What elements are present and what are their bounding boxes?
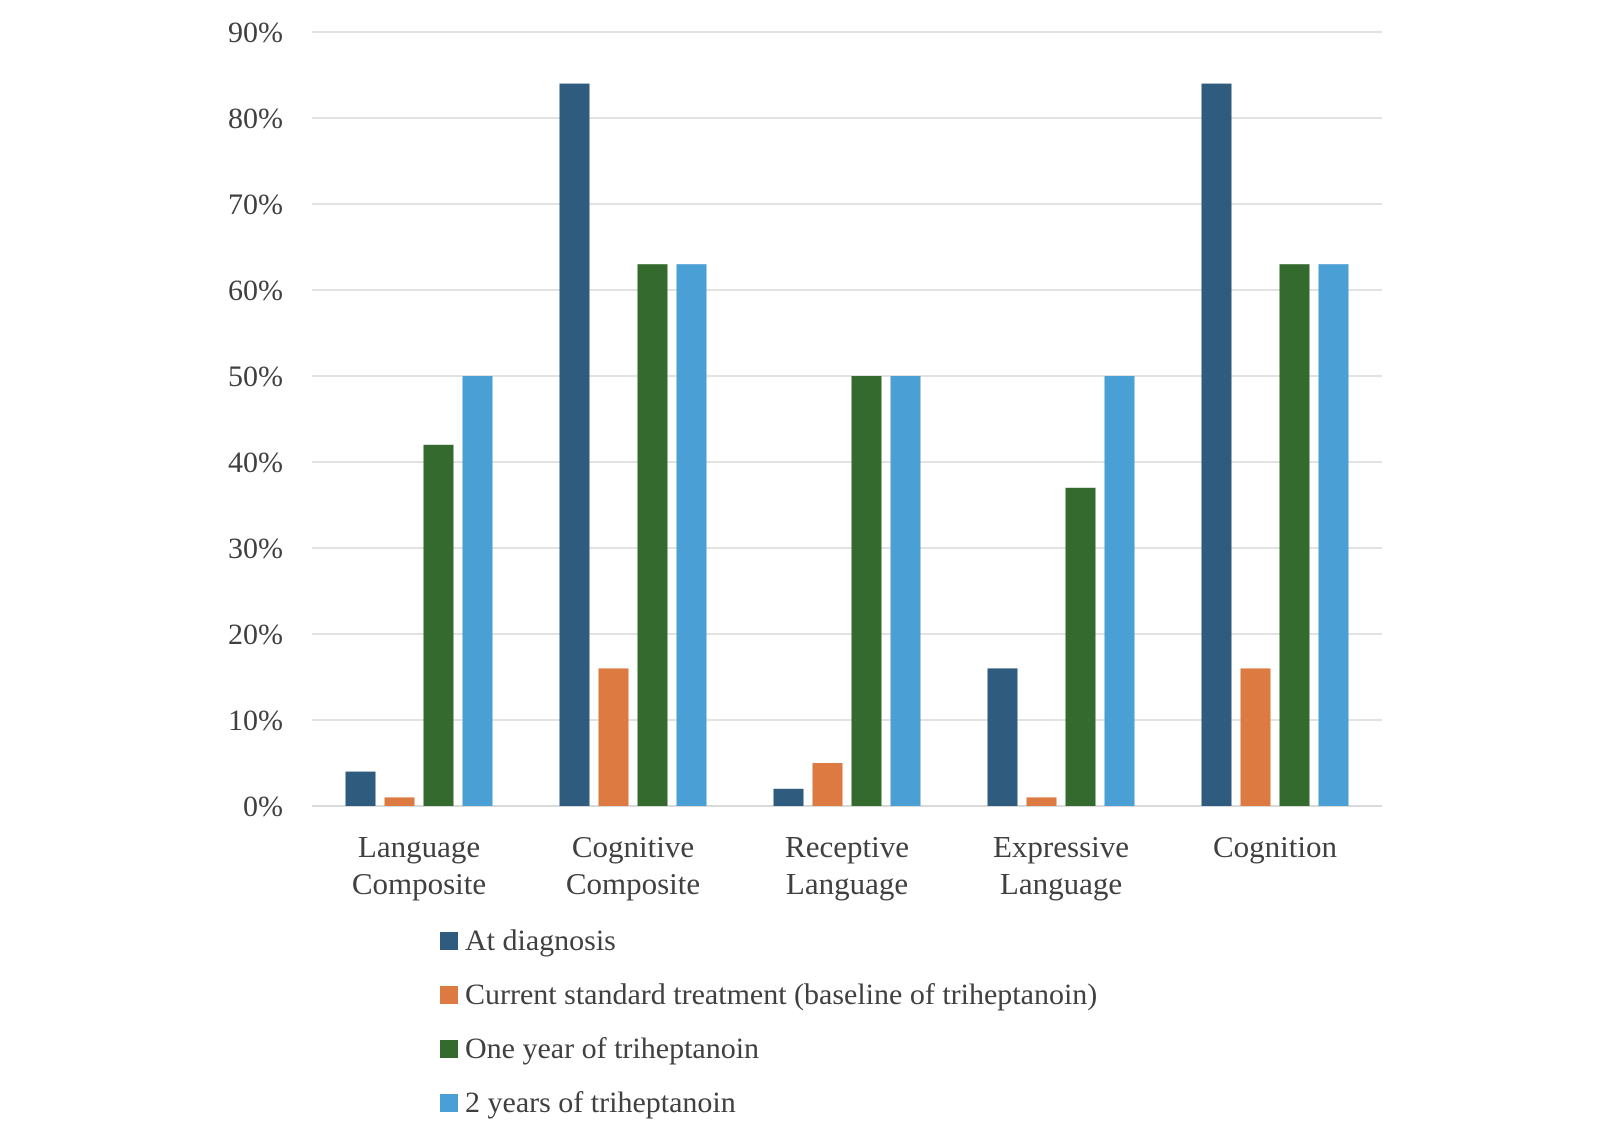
y-tick-label: 80% <box>228 102 283 135</box>
y-tick-label: 0% <box>243 790 283 823</box>
bar <box>384 797 415 806</box>
bar <box>598 668 629 806</box>
y-tick-label: 10% <box>228 704 283 737</box>
x-category-label: Composite <box>566 866 700 901</box>
y-tick-label: 20% <box>228 618 283 651</box>
bar <box>637 264 668 806</box>
bar <box>851 376 882 806</box>
bar <box>1279 264 1310 806</box>
x-category-label: Cognition <box>1213 829 1338 864</box>
bar <box>987 668 1018 806</box>
bar <box>1026 797 1057 806</box>
x-category-label: Cognitive <box>572 829 694 864</box>
bar <box>773 788 804 806</box>
y-tick-label: 30% <box>228 532 283 565</box>
bar <box>462 376 493 806</box>
legend-swatch <box>440 1040 458 1058</box>
x-category-label: Language <box>358 829 480 864</box>
x-category-label: Receptive <box>785 829 909 864</box>
legend-label: One year of triheptanoin <box>465 1032 759 1065</box>
bar <box>423 444 454 806</box>
y-axis-ticks: 0% 10% 20% 30% 40% 50% 60% 70% 80% 90% <box>228 16 283 823</box>
legend-label: Current standard treatment (baseline of … <box>465 978 1097 1011</box>
x-category-label: Composite <box>352 866 486 901</box>
legend-swatch <box>440 986 458 1004</box>
legend-swatch <box>440 932 458 950</box>
legend-label: At diagnosis <box>465 924 616 957</box>
bar <box>812 763 843 806</box>
x-category-label: Language <box>1000 866 1122 901</box>
legend-swatch <box>440 1094 458 1112</box>
bar <box>1065 487 1096 806</box>
y-tick-label: 40% <box>228 446 283 479</box>
bar <box>1104 376 1135 806</box>
bar <box>676 264 707 806</box>
bar <box>1240 668 1271 806</box>
y-tick-label: 70% <box>228 188 283 221</box>
legend-label: 2 years of triheptanoin <box>465 1086 736 1119</box>
bars <box>345 83 1349 807</box>
x-category-label: Expressive <box>993 829 1129 864</box>
x-category-label: Language <box>786 866 908 901</box>
bar <box>890 376 921 806</box>
bar <box>345 771 376 806</box>
bar <box>1318 264 1349 806</box>
y-tick-label: 60% <box>228 274 283 307</box>
y-tick-label: 50% <box>228 360 283 393</box>
y-tick-label: 90% <box>228 16 283 49</box>
bar <box>559 83 590 807</box>
bar <box>1201 83 1232 807</box>
legend: At diagnosis Current standard treatment (… <box>440 924 1097 1119</box>
x-axis-labels: LanguageCompositeCognitiveCompositeRecep… <box>352 829 1338 901</box>
